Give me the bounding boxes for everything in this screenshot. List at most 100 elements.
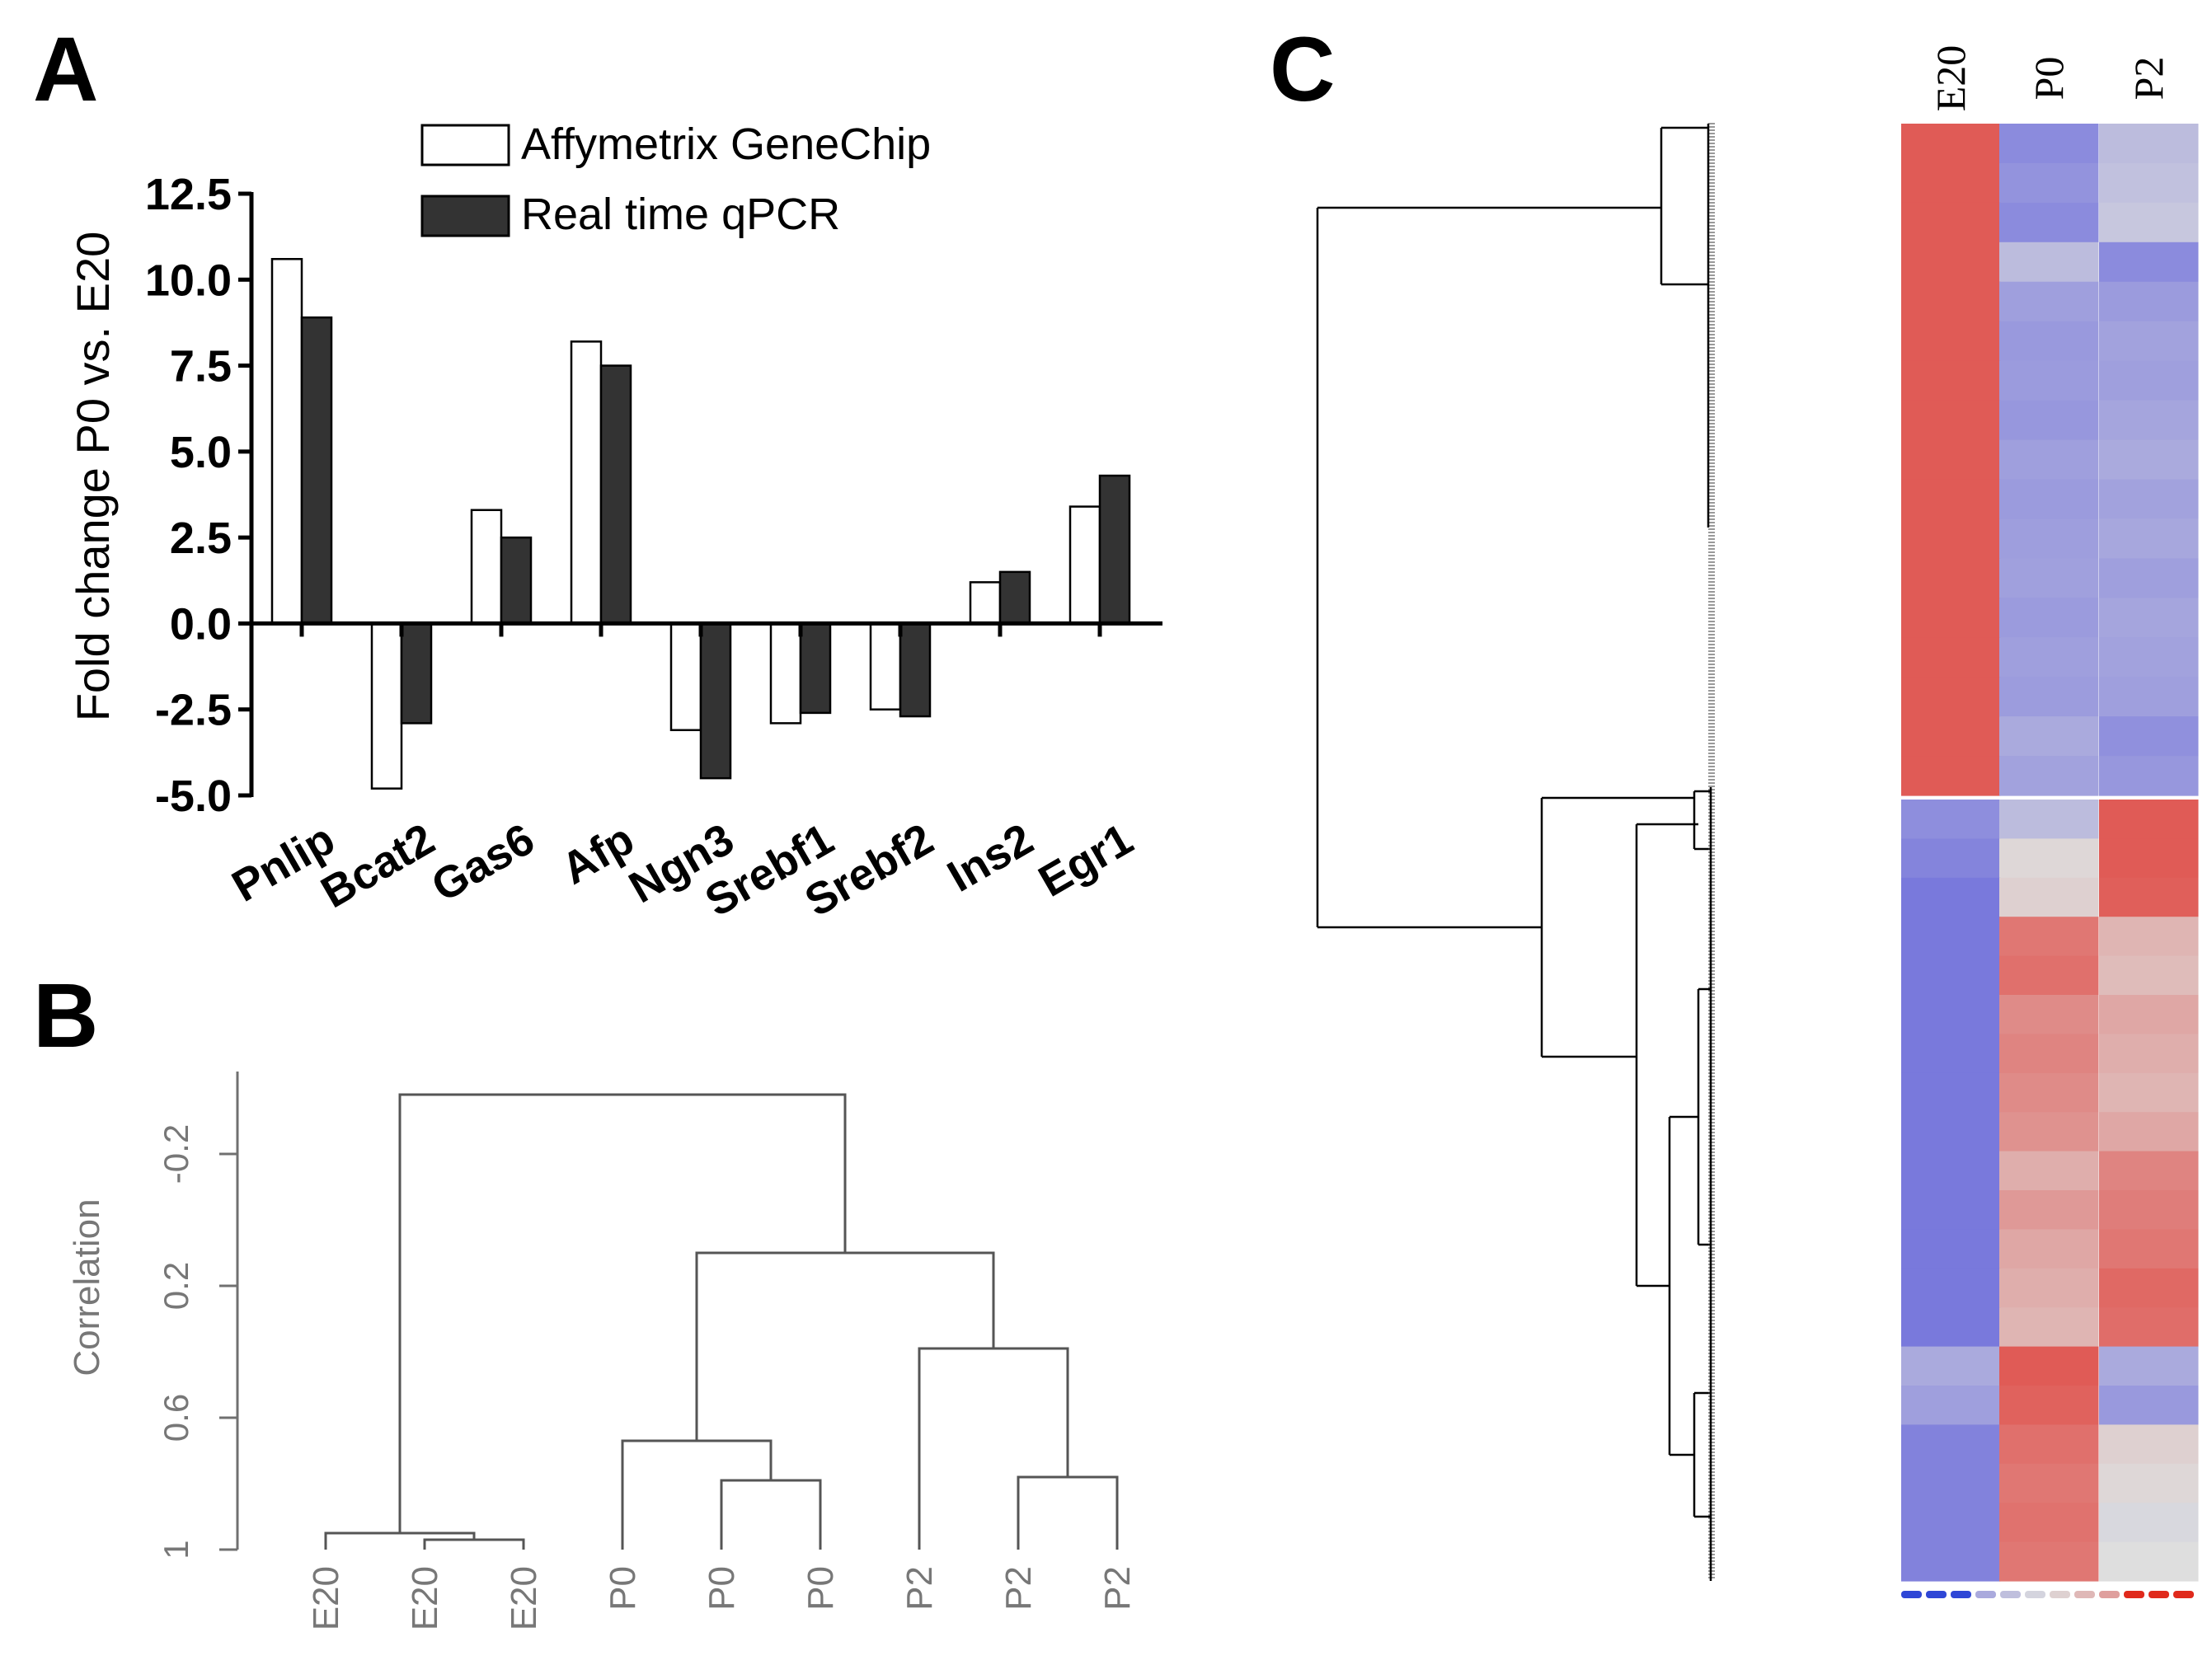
heatmap-cell-p2 <box>2099 124 2199 164</box>
column-header: P0 <box>2026 57 2072 101</box>
heatmap-cell-p2 <box>2099 400 2199 441</box>
heatmap-cell-p2 <box>2099 1190 2199 1230</box>
color-scale-swatch <box>2099 1591 2120 1598</box>
heatmap-cell-p0 <box>1999 400 2099 441</box>
heatmap-cell-e20 <box>1901 838 2001 879</box>
heatmap-cell-e20 <box>1901 1034 2001 1074</box>
leaf-label: P2 <box>899 1566 940 1611</box>
heatmap-cell-e20 <box>1901 479 2001 520</box>
heatmap-cell-e20 <box>1901 1229 2001 1269</box>
dendrogram-branch <box>398 1093 847 1533</box>
heatmap-cell-p2 <box>2099 558 2199 598</box>
bar-affymetrix-gas6 <box>470 509 503 625</box>
dendrogram-branch <box>324 1531 476 1550</box>
heatmap-cell-p0 <box>1999 360 2099 401</box>
dendrogram-branch <box>423 1538 525 1550</box>
heatmap-cell-e20 <box>1901 1268 2001 1308</box>
heatmap-cell-p0 <box>1999 1190 2099 1230</box>
panel-a-letter: A <box>33 19 98 120</box>
color-scale-swatch <box>2050 1591 2070 1598</box>
heatmap-cell-p0 <box>1999 202 2099 243</box>
y-tick-label: 10.0 <box>145 256 232 305</box>
heatmap-cell-p0 <box>1999 439 2099 481</box>
x-tick-label: Ins2 <box>939 814 1041 902</box>
heatmap-cell-e20 <box>1901 518 2001 559</box>
heatmap-cell-e20 <box>1901 1503 2001 1543</box>
heatmap-cell-p0 <box>1999 838 2099 879</box>
heatmap-cell-p2 <box>2099 1541 2199 1582</box>
heatmap-cell-p2 <box>2099 518 2199 559</box>
y-tick-label: -2.5 <box>155 686 232 735</box>
color-scale-swatch <box>1926 1591 1947 1598</box>
heatmap-cell-e20 <box>1901 598 2001 638</box>
leaf-label: P0 <box>801 1566 841 1611</box>
heatmap-cell-p0 <box>1999 1503 2099 1543</box>
heatmap-cell-p0 <box>1999 479 2099 520</box>
heatmap-cell-e20 <box>1901 162 2001 204</box>
leaf-label: P0 <box>702 1566 742 1611</box>
bar-affymetrix-srebf1 <box>769 622 802 725</box>
leaf-label: E20 <box>405 1566 445 1630</box>
legend-label-affymetrix: Affymetrix GeneChip <box>521 120 931 169</box>
heatmap-cell-p2 <box>2099 1112 2199 1152</box>
heatmap-cell-p0 <box>1999 242 2099 283</box>
leaf-label: P0 <box>603 1566 643 1611</box>
panel-a-bar-chart: Affymetrix GeneChip Real time qPCR Fold … <box>67 120 1162 926</box>
leaf-label: E20 <box>504 1566 544 1630</box>
heatmap-cell-p0 <box>1999 1463 2099 1503</box>
heatmap-cell-e20 <box>1901 1386 2001 1425</box>
color-scale-swatch <box>1901 1591 1922 1598</box>
bar-qpcr-pnlip <box>300 316 333 625</box>
heatmap-cell-p0 <box>1999 321 2099 362</box>
heatmap-cell-p2 <box>2099 1151 2199 1191</box>
bar-qpcr-afp <box>599 364 632 625</box>
heatmap-cell-p2 <box>2099 955 2199 996</box>
heatmap-cell-p2 <box>2099 1307 2199 1348</box>
heatmap-cell-e20 <box>1901 955 2001 996</box>
heatmap-cell-e20 <box>1901 1112 2001 1152</box>
bar-affymetrix-pnlip <box>270 258 303 625</box>
heatmap-cell-p2 <box>2099 598 2199 638</box>
heatmap-cell-p0 <box>1999 877 2099 917</box>
heatmap-cell-e20 <box>1901 637 2001 678</box>
dendrogram-branch <box>720 1479 822 1550</box>
heatmap-cell-p2 <box>2099 838 2199 879</box>
panel-c-letter: C <box>1270 19 1335 120</box>
heatmap-cell-p2 <box>2099 1034 2199 1074</box>
heatmap-cell-p2 <box>2099 479 2199 520</box>
heatmap-cell-p0 <box>1999 1424 2099 1465</box>
column-header: E20 <box>1928 45 1974 112</box>
bar-affymetrix-egr1 <box>1068 505 1101 625</box>
leaf-label: E20 <box>306 1566 346 1630</box>
heatmap-cell-p2 <box>2099 917 2199 957</box>
color-scale-swatch <box>2124 1591 2144 1598</box>
bar-affymetrix-ngn3 <box>669 622 702 731</box>
heatmap-cell-e20 <box>1901 400 2001 441</box>
color-scale-swatch <box>2074 1591 2095 1598</box>
heatmap-cell-p2 <box>2099 242 2199 283</box>
y-tick-label: 12.5 <box>145 170 232 219</box>
y-axis-label: Fold change P0 vs. E20 <box>67 232 119 722</box>
heatmap-cell-p0 <box>1999 162 2099 204</box>
heatmap-cell-e20 <box>1901 677 2001 717</box>
heatmap-cell-p2 <box>2099 1072 2199 1113</box>
heatmap-cell-p2 <box>2099 1463 2199 1503</box>
bar-affymetrix-srebf2 <box>869 622 902 711</box>
y-axis-label: Correlation <box>67 1198 107 1376</box>
heatmap-cell-p0 <box>1999 955 2099 996</box>
heatmap-cell-p0 <box>1999 677 2099 717</box>
heatmap-cell-p2 <box>2099 800 2199 839</box>
heatmap-cell-p0 <box>1999 1541 2099 1582</box>
heatmap-cell-p2 <box>2099 1229 2199 1269</box>
heatmap-cell-e20 <box>1901 1463 2001 1503</box>
heatmap-cell-e20 <box>1901 917 2001 957</box>
heatmap-cell-e20 <box>1901 558 2001 598</box>
bar-qpcr-egr1 <box>1098 474 1131 625</box>
heatmap-cell-e20 <box>1901 877 2001 917</box>
x-tick-label: Egr1 <box>1031 814 1141 907</box>
color-scale-swatch <box>2173 1591 2194 1598</box>
heatmap-cell-p2 <box>2099 1503 2199 1543</box>
heatmap-cell-p0 <box>1999 1151 2099 1191</box>
heatmap-cell-p2 <box>2099 756 2199 796</box>
